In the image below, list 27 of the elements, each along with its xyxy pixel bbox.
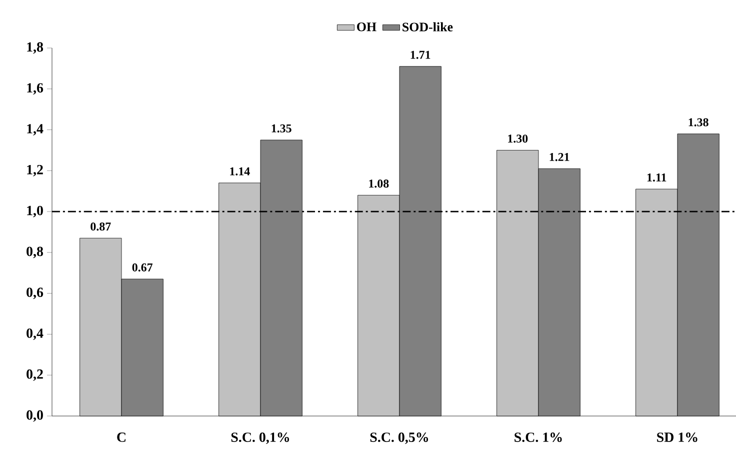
x-tick-label: S.C. 0,1% xyxy=(231,432,290,444)
data-label: 1.14 xyxy=(230,167,250,176)
data-label: 1.71 xyxy=(410,50,430,59)
y-tick-label: 0,2 xyxy=(26,369,43,381)
y-tick-label: 0,0 xyxy=(26,410,43,422)
data-label: 1.08 xyxy=(369,180,389,188)
data-label: 0.67 xyxy=(132,263,153,272)
legend-label: OH xyxy=(357,22,376,32)
y-tick-label: 1,8 xyxy=(27,42,44,54)
x-tick-label: C xyxy=(117,432,126,442)
data-label: 1.21 xyxy=(550,153,570,162)
legend-label: SOD-like xyxy=(402,22,453,32)
data-label: 0.87 xyxy=(90,222,111,231)
data-label: 1.11 xyxy=(647,173,666,182)
y-tick-label: 0,8 xyxy=(26,246,44,258)
y-tick-label: 1,0 xyxy=(27,206,43,218)
x-tick-label: S.C. 0,5% xyxy=(370,432,428,444)
x-tick-label: SD 1% xyxy=(657,432,698,442)
x-tick-label: S.C. 1% xyxy=(514,432,562,442)
y-tick-label: 1,6 xyxy=(27,83,44,95)
y-tick-label: 0,6 xyxy=(26,288,44,300)
data-label: 1.30 xyxy=(508,134,528,143)
data-label: 1.38 xyxy=(688,118,708,126)
y-tick-label: 0,4 xyxy=(26,328,44,340)
y-tick-label: 1,4 xyxy=(27,124,44,136)
data-label: 1.35 xyxy=(272,124,292,132)
y-tick-label: 1,2 xyxy=(27,164,43,176)
